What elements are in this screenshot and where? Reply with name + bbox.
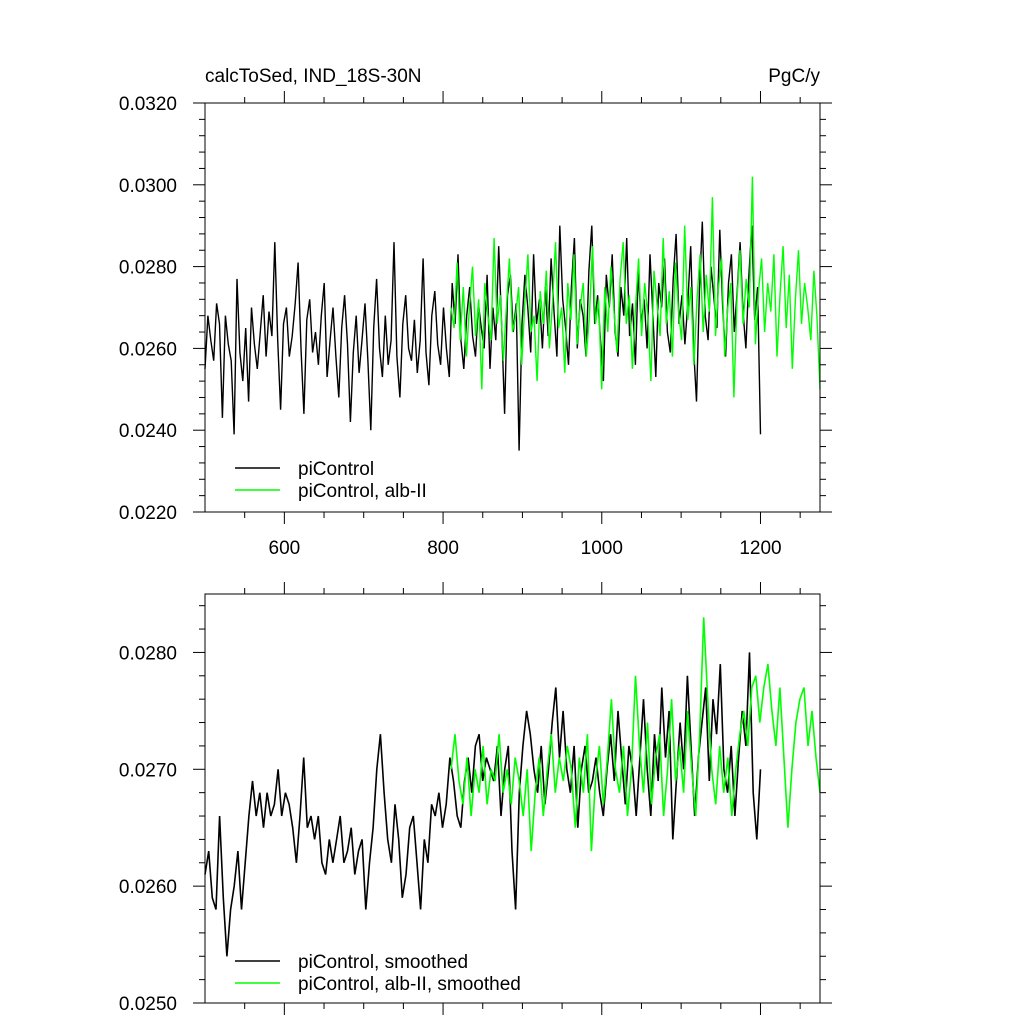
- top-plot-frame: [204, 102, 821, 513]
- top-legend: piControl piControl, alb-II: [235, 459, 427, 502]
- bottom-y-tick-labels: 0.0250 0.0260 0.0270 0.0280: [119, 643, 177, 1015]
- series-line-picontrol-alb-ii: [450, 176, 821, 398]
- top-axis-ticks: [193, 91, 832, 524]
- y-tick-label: 0.0320: [119, 94, 177, 115]
- top-x-tick-labels: 600 800 1000 1200: [269, 538, 782, 559]
- y-tick-label: 0.0260: [119, 339, 177, 360]
- y-tick-label: 0.0280: [119, 258, 177, 279]
- series-line-picontrol-alb-ii-smoothed: [450, 617, 821, 852]
- y-tick-label: 0.0300: [119, 176, 177, 197]
- x-tick-label: 800: [427, 538, 459, 559]
- chart-title: calcToSed, IND_18S-30N: [205, 66, 422, 87]
- x-tick-label: 1200: [739, 538, 781, 559]
- top-y-tick-labels: 0.0220 0.0240 0.0260 0.0280 0.0300 0.032…: [119, 94, 177, 524]
- x-tick-label: 1000: [581, 538, 623, 559]
- bottom-plot-frame: [204, 593, 821, 1004]
- top-series: [204, 176, 821, 451]
- legend-label-picontrol-alb-ii: piControl, alb-II: [298, 481, 427, 502]
- series-line-picontrol-smoothed: [204, 652, 762, 957]
- bottom-panel: 0.0250 0.0260 0.0270 0.0280 piControl, s…: [119, 582, 832, 1015]
- legend-label-picontrol: piControl: [298, 459, 374, 480]
- units-label: PgC/y: [768, 66, 820, 87]
- top-panel: calcToSed, IND_18S-30N PgC/y 0.0220 0.02…: [119, 66, 832, 559]
- y-tick-label: 0.0250: [119, 994, 177, 1015]
- y-tick-label: 0.0260: [119, 877, 177, 898]
- bottom-legend: piControl, smoothed piControl, alb-II, s…: [235, 952, 521, 995]
- y-tick-label: 0.0280: [119, 643, 177, 664]
- legend-label-picontrol-alb-ii-smoothed: piControl, alb-II, smoothed: [298, 974, 521, 995]
- bottom-axis-ticks: [193, 582, 832, 1015]
- y-tick-label: 0.0240: [119, 421, 177, 442]
- legend-label-picontrol-smoothed: piControl, smoothed: [298, 952, 468, 973]
- x-tick-label: 600: [269, 538, 301, 559]
- y-tick-label: 0.0270: [119, 760, 177, 781]
- y-tick-label: 0.0220: [119, 503, 177, 524]
- bottom-series: [204, 617, 821, 957]
